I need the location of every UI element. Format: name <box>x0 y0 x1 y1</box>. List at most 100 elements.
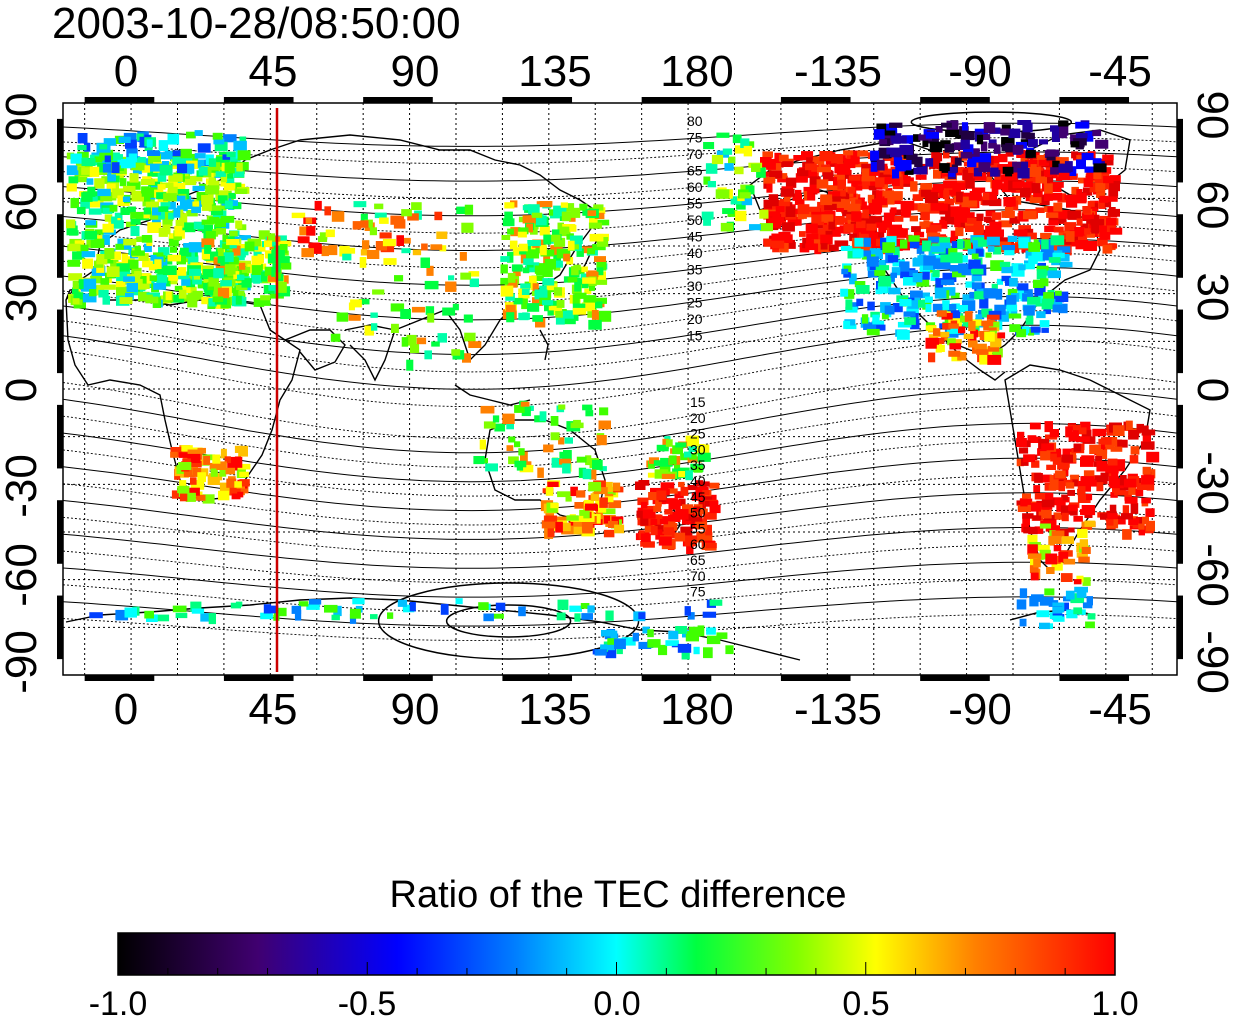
tec-pixel <box>509 240 518 250</box>
tec-pixel <box>103 284 116 290</box>
tec-pixel <box>427 313 435 323</box>
tec-pixel <box>1030 164 1037 170</box>
tec-pixel <box>142 294 153 302</box>
tec-pixel <box>884 194 895 205</box>
contour-label-north: 70 <box>687 146 703 162</box>
tec-pixel <box>237 274 245 280</box>
tec-pixel <box>596 435 607 446</box>
tec-pixel <box>1076 575 1084 583</box>
tec-pixel <box>925 296 933 303</box>
tec-pixel <box>113 220 124 229</box>
tec-pixel <box>1057 209 1071 219</box>
tec-pixel <box>594 207 606 214</box>
tec-pixel <box>1070 451 1077 463</box>
tec-pixel <box>565 496 572 502</box>
tec-pixel <box>90 238 105 249</box>
tec-pixel <box>179 213 188 225</box>
tec-pixel <box>977 239 988 247</box>
tec-pixel <box>988 321 1000 328</box>
tec-pixel <box>201 219 214 225</box>
tec-pixel <box>390 303 405 312</box>
tec-pixel <box>341 247 356 254</box>
tec-pixel <box>803 168 817 178</box>
tec-pixel <box>518 312 530 320</box>
tec-pixel <box>1059 129 1067 139</box>
tec-pixel <box>148 187 158 198</box>
tec-pixel <box>674 532 686 542</box>
tec-pixel <box>806 157 813 165</box>
tec-pixel <box>925 158 934 167</box>
tec-pixel <box>157 171 167 182</box>
tec-pixel <box>124 607 137 618</box>
tec-pixel <box>1108 187 1119 197</box>
border-bar-segment <box>57 500 63 564</box>
tec-pixel <box>197 280 207 289</box>
tec-pixel <box>832 196 841 202</box>
tec-pixel <box>511 264 523 272</box>
tec-pixel <box>665 439 673 447</box>
tec-pixel <box>822 224 834 236</box>
top-lon-tick: -45 <box>1088 47 1152 96</box>
tec-pixel <box>510 227 521 237</box>
tec-pixel <box>177 267 187 276</box>
tec-pixel <box>632 632 639 642</box>
tec-pixel <box>1019 618 1027 627</box>
tec-pixel <box>957 305 968 313</box>
tec-pixel <box>1099 198 1112 208</box>
tec-pixel <box>883 212 895 222</box>
tec-pixel <box>437 333 447 343</box>
tec-pixel <box>411 306 426 313</box>
tec-pixel <box>141 186 148 194</box>
tec-pixel <box>147 170 161 177</box>
tec-pixel <box>705 524 712 536</box>
tec-pixel <box>251 264 263 275</box>
tec-pixel <box>843 150 854 156</box>
tec-pixel <box>181 277 191 286</box>
tec-pixel <box>995 288 1003 300</box>
tec-pixel <box>809 206 821 212</box>
tec-pixel <box>1114 519 1126 525</box>
tec-pixel <box>85 220 96 226</box>
tec-pixel <box>277 240 292 247</box>
tec-pixel <box>193 221 204 230</box>
tec-pixel <box>532 297 543 306</box>
tec-pixel <box>196 159 205 168</box>
tec-pixel <box>892 259 905 267</box>
tec-pixel <box>697 452 711 462</box>
tec-pixel <box>1112 485 1120 493</box>
tec-pixel <box>156 273 168 284</box>
tec-pixel <box>672 445 683 455</box>
tec-pixel <box>260 296 271 306</box>
tec-pixel <box>102 295 110 305</box>
tec-pixel <box>1023 210 1037 220</box>
tec-pixel <box>1031 502 1041 512</box>
border-bar-segment <box>363 675 433 681</box>
contour-label-south: 40 <box>690 473 706 489</box>
tec-pixel <box>527 240 541 247</box>
tec-pixel <box>705 163 718 174</box>
tec-pixel <box>867 194 875 203</box>
tec-pixel <box>237 491 244 498</box>
tec-pixel <box>1000 128 1010 136</box>
tec-pixel <box>1034 526 1044 534</box>
tec-pixel <box>187 199 195 209</box>
tec-pixel <box>943 185 956 194</box>
tec-pixel <box>831 198 846 208</box>
tec-pixel <box>1053 616 1065 622</box>
tec-pixel <box>992 348 1003 358</box>
tec-pixel <box>1003 197 1016 207</box>
tec-pixel <box>991 179 1003 190</box>
tec-pixel <box>972 268 984 275</box>
tec-pixel <box>1136 482 1151 490</box>
tec-pixel <box>116 263 130 272</box>
tec-pixel <box>1068 504 1078 512</box>
tec-pixel <box>569 215 576 222</box>
tec-pixel <box>573 264 581 271</box>
tec-pixel <box>1071 151 1079 159</box>
tec-pixel <box>201 224 213 234</box>
tec-pixel <box>1011 263 1023 272</box>
tec-pixel <box>84 230 98 239</box>
tec-pixel <box>135 278 143 288</box>
tec-pixel <box>960 131 975 141</box>
tec-pixel <box>782 161 793 167</box>
